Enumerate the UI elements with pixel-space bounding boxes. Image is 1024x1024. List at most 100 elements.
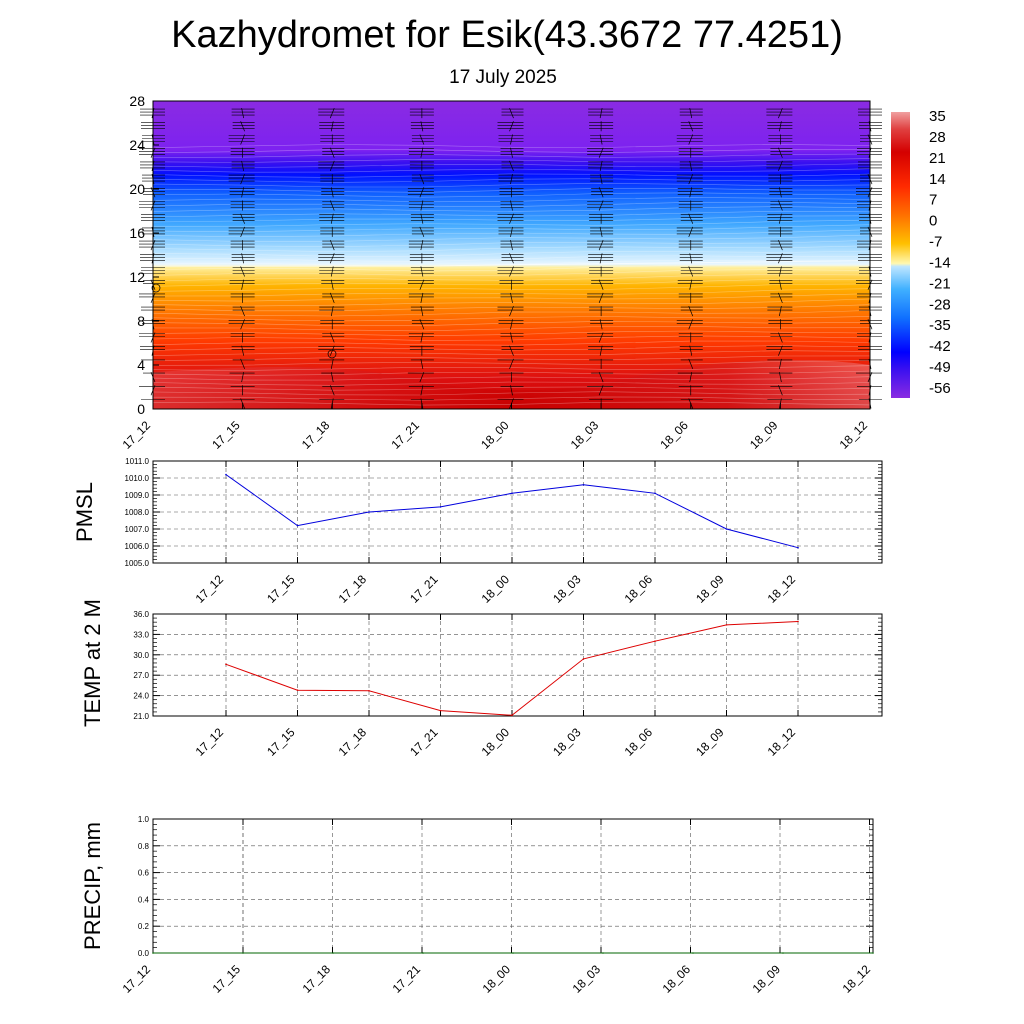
heat-x-tick-label: 18_03 [568, 418, 602, 452]
wind-barb-staff [778, 107, 783, 119]
wind-barb-staff [779, 372, 782, 383]
wind-barb-staff [778, 239, 783, 251]
isotherm-contour [152, 310, 871, 317]
x-tick-label: 17_18 [336, 725, 370, 759]
precip-panel: 0.0 0.2 0.4 0.6 0.8 1.0 17_12 17_15 17_18 17_21 18… [80, 815, 874, 996]
wind-barb-staff [509, 107, 514, 119]
wind-barb-staff [420, 266, 424, 277]
data-point [692, 952, 694, 954]
wind-barb-staff [688, 266, 694, 277]
data-point [725, 528, 728, 530]
wind-barb-staff [329, 160, 335, 172]
data-point [296, 689, 299, 691]
wind-barb-staff [598, 385, 604, 396]
wind-barb-staff [419, 226, 425, 238]
isotherm-contour [152, 240, 871, 248]
x-tick-label: 17_18 [300, 962, 334, 996]
isotherm-contour [152, 173, 871, 178]
surface-warm-layer [153, 360, 870, 409]
wind-barb-staff [510, 319, 513, 330]
y-tick-label: 0.6 [138, 869, 150, 878]
wind-barb-staff [599, 253, 603, 264]
wind-barb-staff [329, 292, 335, 304]
wind-barb-staff [689, 372, 693, 383]
wind-barb-staff [509, 160, 514, 172]
heat-x-tick-label: 17_12 [120, 418, 154, 452]
wind-barb-staff [330, 306, 334, 317]
wind-barb-staff [241, 253, 244, 264]
wind-barb-staff [240, 134, 245, 145]
isotherm-contour [152, 350, 871, 356]
wind-barb-staff [419, 371, 425, 383]
wind-barb-staff [330, 187, 334, 198]
wind-barb-staff [240, 121, 245, 132]
isotherm-contour [152, 298, 871, 307]
wind-barb-staff [688, 358, 694, 370]
wind-barb-staff [419, 279, 425, 290]
isotherm-contour [152, 215, 871, 223]
wind-barb-staff [779, 358, 782, 369]
heat-x-tick-label: 18_00 [478, 418, 512, 452]
isotherm-contour [152, 219, 871, 227]
x-tick-label: 18_06 [622, 725, 656, 759]
wind-barb-staff [598, 239, 604, 251]
x-tick-label: 18_00 [479, 572, 513, 606]
y-tick-label: 0.8 [138, 842, 150, 851]
wind-barb-staff [510, 385, 513, 396]
colorbar-label: 0 [929, 213, 937, 230]
wind-barb-staff [510, 134, 513, 145]
y-tick-label: 21.0 [133, 712, 149, 721]
wind-barb-staff [778, 345, 783, 356]
wind-barb-staff [240, 226, 245, 238]
wind-barb-staff [599, 160, 603, 171]
wind-barb-staff [509, 266, 514, 277]
isotherm-contour [152, 234, 871, 242]
wind-barb-staff [420, 147, 424, 158]
wind-barb-staff [330, 358, 334, 369]
wind-barb-staff [241, 160, 244, 171]
heat-x-tick-label: 17_21 [388, 418, 422, 452]
wind-barb-staff [419, 134, 425, 145]
x-tick-label: 17_12 [193, 725, 227, 759]
wind-barb-staff [509, 121, 514, 132]
wind-barb-staff [419, 173, 425, 185]
isotherm-contour [152, 182, 871, 188]
x-tick-label: 18_12 [840, 962, 874, 996]
heat-x-tick-label: 17_18 [299, 418, 333, 452]
wind-barb-staff [329, 239, 335, 251]
wind-barb-staff [509, 253, 514, 264]
wind-barb-staff [599, 108, 603, 119]
wind-barb-staff [240, 305, 245, 317]
wind-barb-staff [329, 107, 335, 119]
y-tick-label: 1006.0 [125, 542, 150, 551]
wind-barb-staff [598, 187, 604, 198]
calm-wind-marker [327, 349, 337, 359]
wind-barb-staff [599, 319, 603, 330]
wind-barb-staff [778, 147, 783, 158]
y-tick-label: 24.0 [133, 692, 149, 701]
isotherm-contour [152, 396, 871, 401]
y-tick-label: 1009.0 [125, 491, 150, 500]
chart-title: Kazhydromet for Esik(43.3672 77.4251) [171, 14, 843, 56]
wind-barb-staff [599, 174, 603, 185]
y-tick-label: 30.0 [133, 651, 149, 660]
wind-barb-staff [420, 240, 424, 251]
isotherm-contour [152, 335, 871, 341]
colorbar-strip [891, 112, 910, 398]
wind-barb-staff [779, 306, 782, 317]
wind-barb-staff [329, 385, 335, 396]
isotherm-contour [152, 316, 871, 322]
colorbar-label: -14 [929, 254, 951, 271]
wind-barb-staff [330, 279, 334, 290]
x-tick-label: 17_15 [264, 572, 298, 606]
data-point [654, 640, 656, 642]
heat-y-tick-label: 28 [129, 93, 145, 109]
data-point [296, 524, 299, 527]
data-point [872, 952, 874, 954]
isotherm-contour [152, 245, 871, 253]
data-point [797, 546, 799, 549]
x-tick-label: 17_21 [407, 572, 441, 606]
x-tick-label: 18_03 [570, 962, 604, 996]
wind-barb-staff [510, 226, 513, 237]
plot-frame [152, 613, 883, 717]
